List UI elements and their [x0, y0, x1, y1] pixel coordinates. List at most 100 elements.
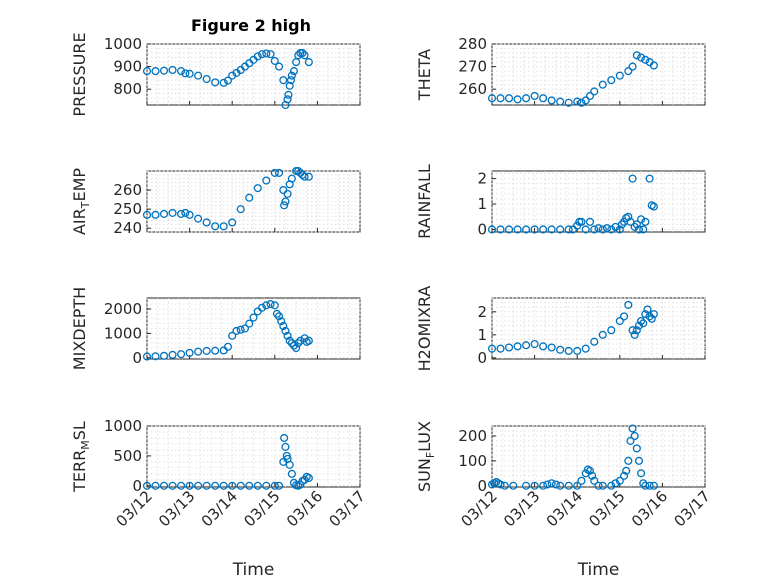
y-tick-label: 2: [477, 303, 487, 321]
x-tick-label: 03/13: [155, 487, 198, 530]
data-point: [539, 94, 548, 103]
x-tick-label: 03/14: [198, 487, 241, 530]
data-point: [262, 481, 271, 490]
data-point: [151, 210, 160, 219]
data-point: [504, 225, 514, 234]
data-point: [590, 87, 599, 96]
y-axis-label: AIRTEMP: [70, 168, 92, 235]
data-point: [624, 300, 633, 309]
data-point: [513, 342, 522, 351]
data-point: [194, 214, 203, 223]
data-point: [594, 224, 603, 233]
panel-middle-right-2: 0 1 2 H2OMIXRA: [415, 286, 706, 371]
data-point: [649, 481, 658, 490]
data-point: [598, 481, 607, 490]
panel-middle-left-2: 0 1000 2000 MIXDEPTH: [70, 287, 361, 370]
data-point: [590, 337, 599, 346]
data-point: [634, 456, 644, 465]
y-tick-label: 0: [477, 349, 487, 367]
data-point: [573, 481, 582, 490]
data-point: [645, 174, 654, 183]
data-point: [602, 224, 612, 233]
data-point: [245, 319, 254, 328]
data-point: [283, 331, 292, 340]
y-axis-label: RAINFALL: [415, 164, 434, 239]
data-point: [219, 222, 228, 231]
y-tick-label: 0: [132, 349, 142, 367]
plot-area: [491, 170, 706, 233]
data-point: [585, 466, 595, 475]
panel-top-right: 260 270 280 THETA: [415, 35, 706, 107]
data-point: [628, 424, 637, 433]
data-point: [257, 303, 267, 312]
data-point: [177, 350, 186, 359]
data-point: [194, 347, 203, 356]
panel-top-left: 800 900 1000 PRESSURE: [70, 32, 361, 117]
data-point: [496, 344, 505, 353]
data-point: [615, 476, 624, 485]
data-point: [577, 98, 586, 107]
data-point: [649, 61, 658, 70]
data-point: [487, 225, 497, 234]
data-point: [194, 481, 203, 490]
data-point: [539, 225, 548, 234]
data-point: [641, 481, 650, 490]
y-tick-label: 2000: [104, 300, 142, 318]
data-point: [643, 305, 652, 314]
data-point: [280, 433, 289, 443]
data-point: [564, 98, 573, 107]
y-tick-label: 240: [113, 219, 142, 237]
data-point: [496, 94, 505, 103]
y-tick-label: 1: [477, 195, 487, 213]
data-point: [168, 481, 177, 490]
data-point: [641, 55, 650, 64]
data-point: [292, 343, 301, 353]
data-point: [551, 480, 560, 489]
data-point: [632, 326, 641, 335]
data-point: [611, 479, 620, 488]
data-point: [607, 481, 616, 490]
x-tick-label: 03/15: [240, 487, 283, 530]
data-point: [280, 201, 289, 210]
data-point: [581, 96, 590, 105]
data-point: [628, 62, 637, 71]
data-point: [228, 218, 237, 227]
data-point: [624, 212, 633, 221]
y-tick-label: 200: [458, 427, 487, 445]
y-tick-label: 0: [477, 220, 487, 238]
data-point: [257, 50, 267, 59]
data-point: [298, 48, 307, 58]
data-point: [594, 481, 603, 490]
y-tick-label: 1000: [104, 324, 142, 342]
data-point: [159, 351, 169, 360]
data-point: [539, 481, 548, 490]
data-point: [556, 345, 565, 354]
data-point: [624, 456, 633, 465]
data-point: [253, 184, 262, 193]
data-point: [281, 326, 290, 335]
data-point: [211, 222, 220, 231]
data-point: [253, 481, 262, 490]
data-point: [547, 96, 556, 105]
data-point: [289, 341, 299, 350]
data-point: [639, 225, 648, 234]
y-tick-label: 0: [477, 477, 487, 495]
data-point: [500, 481, 509, 490]
data-point: [289, 67, 299, 76]
data-point: [151, 352, 160, 361]
data-point: [590, 476, 599, 485]
data-point: [639, 319, 648, 328]
data-point: [577, 217, 586, 226]
y-tick-label: 100: [458, 452, 487, 470]
data-point: [649, 202, 658, 211]
data-point: [168, 350, 177, 359]
data-point: [181, 69, 190, 78]
data-point: [487, 94, 497, 103]
data-point: [202, 481, 211, 490]
data-point: [573, 346, 582, 355]
data-point: [285, 81, 294, 90]
data-point: [277, 317, 286, 326]
data-point: [628, 326, 637, 335]
